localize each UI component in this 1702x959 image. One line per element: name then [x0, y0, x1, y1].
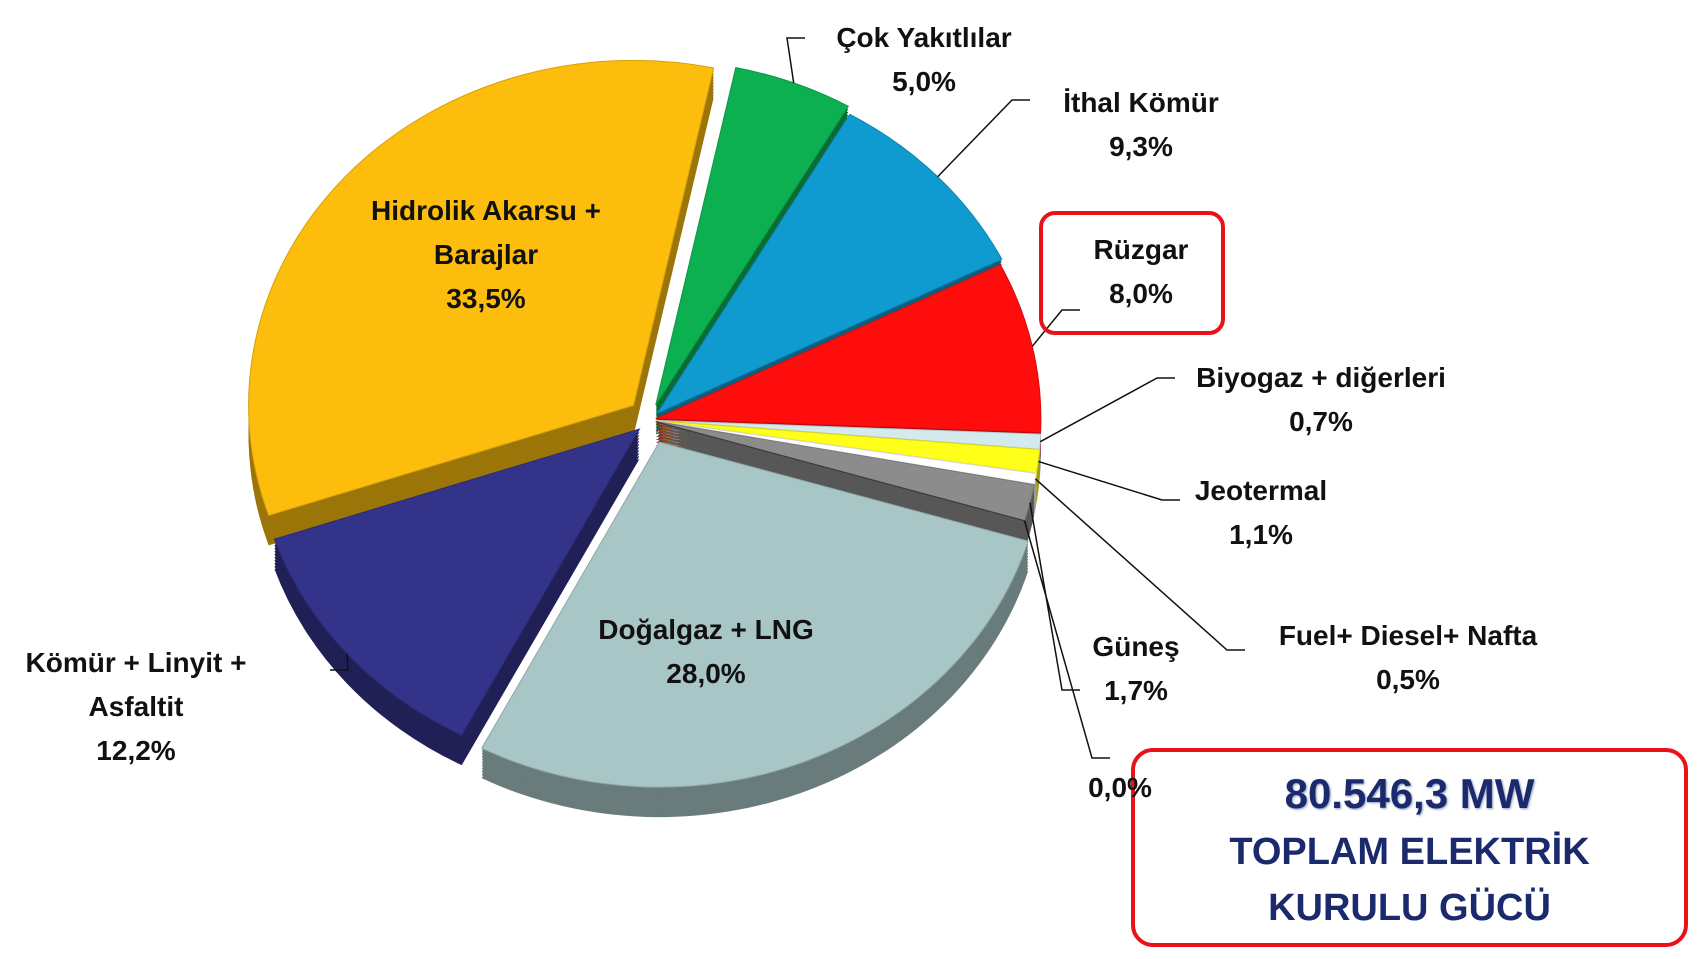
total: 80.546,3 MW: [1284, 770, 1535, 817]
slice-label: İthal Kömür 9,3%: [1063, 81, 1219, 169]
value-label: 0,0%: [1088, 772, 1152, 803]
category-label: Rüzgar: [1093, 234, 1189, 265]
leader-line: [1031, 309, 1080, 347]
total-caption: TOPLAM ELEKTRİK KURULU GÜCÜ: [1229, 831, 1590, 929]
value-label: 33,5%: [446, 283, 526, 314]
slice: [480, 441, 1029, 788]
slice: [655, 113, 1003, 415]
value-label: 5,0%: [892, 66, 956, 97]
value-label: 8,0%: [1109, 278, 1173, 309]
category-label: Fuel+ Diesel+ Nafta: [1278, 620, 1538, 651]
value-label: 9,3%: [1109, 131, 1173, 162]
slice-side: [655, 439, 1035, 539]
leader-line: [1029, 502, 1080, 691]
slice-label: Fuel+ Diesel+ Nafta 0,5%: [1279, 614, 1537, 702]
value-label: 12,2%: [96, 735, 176, 766]
value-label: 1,7%: [1104, 675, 1168, 706]
leader-line: [937, 99, 1030, 178]
leader-line: [1023, 520, 1110, 759]
slice: [273, 428, 641, 736]
slice-label: Hidrolik Akarsu + Barajlar 33,5%: [341, 189, 631, 321]
category-label: Kömür + Linyit + Asfaltit: [25, 647, 247, 722]
slice-side: [655, 433, 1035, 533]
slice-label: Rüzgar 8,0%: [1094, 228, 1189, 316]
leader-line: [786, 37, 805, 84]
leader-line: [1039, 377, 1175, 443]
slice-side: [655, 436, 1035, 536]
leader-line: [1038, 460, 1180, 501]
slice-label: Kömür + Linyit + Asfaltit 12,2%: [1, 641, 271, 773]
leader-line: [330, 653, 349, 671]
slice: [248, 59, 715, 517]
category-label: İthal Kömür: [1063, 87, 1219, 118]
value-label: 0,7%: [1289, 406, 1353, 437]
category-label: Çok Yakıtlılar: [836, 22, 1012, 53]
category-label: Jeotermal: [1194, 475, 1328, 506]
category-label: Hidrolik Akarsu + Barajlar: [370, 195, 602, 270]
slice-label: Jeotermal 1,1%: [1195, 469, 1327, 557]
value-label: 1,1%: [1229, 519, 1293, 550]
value-label: 0,5%: [1376, 664, 1440, 695]
slice-label: Güneş 1,7%: [1092, 625, 1179, 713]
slice-side: [655, 430, 1035, 530]
slice-label: Çok Yakıtlılar 5,0%: [836, 16, 1011, 104]
category-label: Doğalgaz + LNG: [598, 614, 814, 645]
total-box: 80.546,3 MW TOPLAM ELEKTRİK KURULU GÜCÜ: [1131, 748, 1688, 947]
category-label: Biyogaz + diğerleri: [1196, 362, 1446, 393]
slice-label: Doğalgaz + LNG 28,0%: [556, 608, 856, 696]
slice-side: [655, 427, 1035, 527]
highlight-box: [1039, 211, 1225, 335]
slice-label: Biyogaz + diğerleri 0,7%: [1196, 356, 1446, 444]
slice-side: [655, 424, 1035, 524]
category-label: Güneş: [1092, 631, 1180, 662]
value-label: 28,0%: [666, 658, 746, 689]
leader-line: [1034, 478, 1245, 651]
slice-label: 0,0%: [1088, 766, 1152, 810]
slice: [655, 67, 849, 406]
